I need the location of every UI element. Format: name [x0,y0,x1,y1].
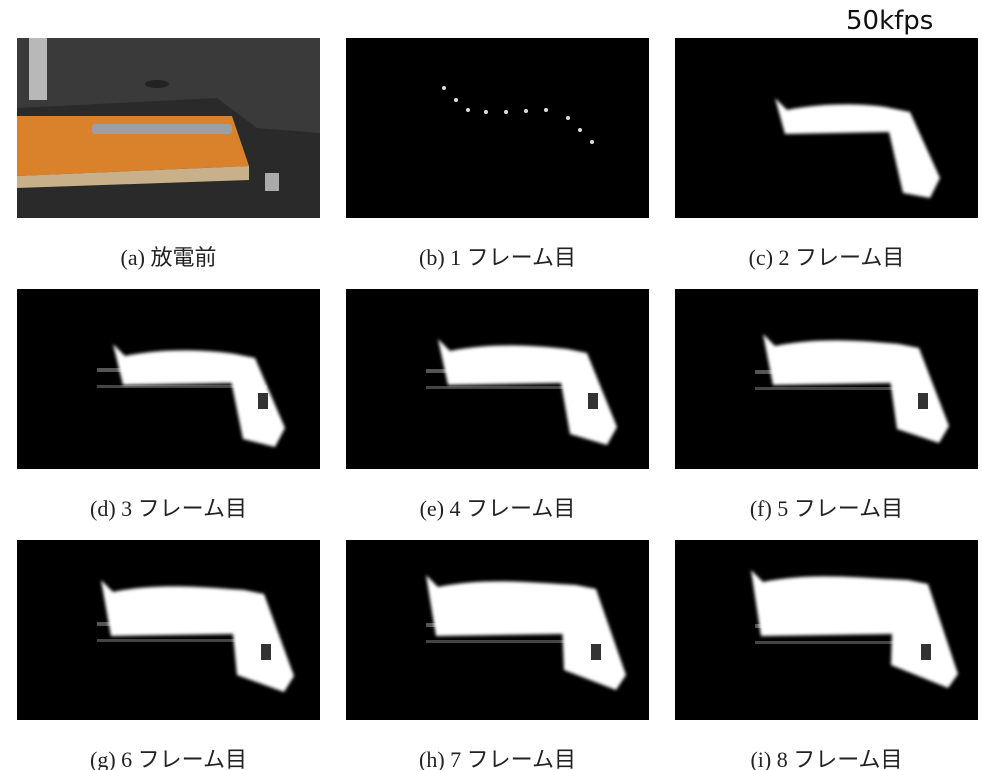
plasma [113,344,285,447]
frame-image [346,289,649,469]
spark [524,109,528,113]
terminal [921,644,931,660]
electrode [92,124,232,134]
caption: (g) 6 フレーム目 [90,747,247,770]
electrode [755,641,925,644]
electrode [97,639,267,642]
plasma [775,98,940,198]
electrode [755,387,925,390]
spark [454,98,458,102]
spark [466,108,470,112]
frame-image [17,540,320,720]
caption: (d) 3 フレーム目 [90,496,247,521]
plasma [426,575,626,690]
terminal [265,173,279,191]
spark [442,86,446,90]
frame-image [346,540,649,720]
caption: (f) 5 フレーム目 [749,496,904,521]
electrode [426,386,596,389]
needle [29,38,47,100]
caption: (h) 7 フレーム目 [419,747,576,770]
caption: (i) 8 フレーム目 [750,747,903,770]
caption: (c) 2 フレーム目 [748,245,905,270]
plasma [438,339,617,445]
frame-image [675,289,978,469]
caption: (e) 4 フレーム目 [419,496,576,521]
background [346,38,649,218]
spark [484,110,488,114]
electrode [97,385,267,388]
plasma [763,334,949,443]
terminal [261,644,271,660]
spark [544,108,548,112]
electrode [426,640,596,643]
plasma [101,580,294,692]
frame-image [17,38,320,218]
spark [504,110,508,114]
shadow [145,80,169,88]
board-edge [17,166,249,188]
caption: (a) 放電前 [120,245,217,270]
spark [590,140,594,144]
spark [566,116,570,120]
terminal [588,393,598,409]
frame-image [675,540,978,720]
frame-image [346,38,649,218]
caption: (b) 1 フレーム目 [419,245,576,270]
terminal [591,644,601,660]
frame-image [17,289,320,469]
terminal [918,393,928,409]
frame-rate-label: 50kfps [846,6,934,36]
frame-image [675,38,978,218]
terminal [258,393,268,409]
plasma [751,570,958,688]
spark [578,128,582,132]
